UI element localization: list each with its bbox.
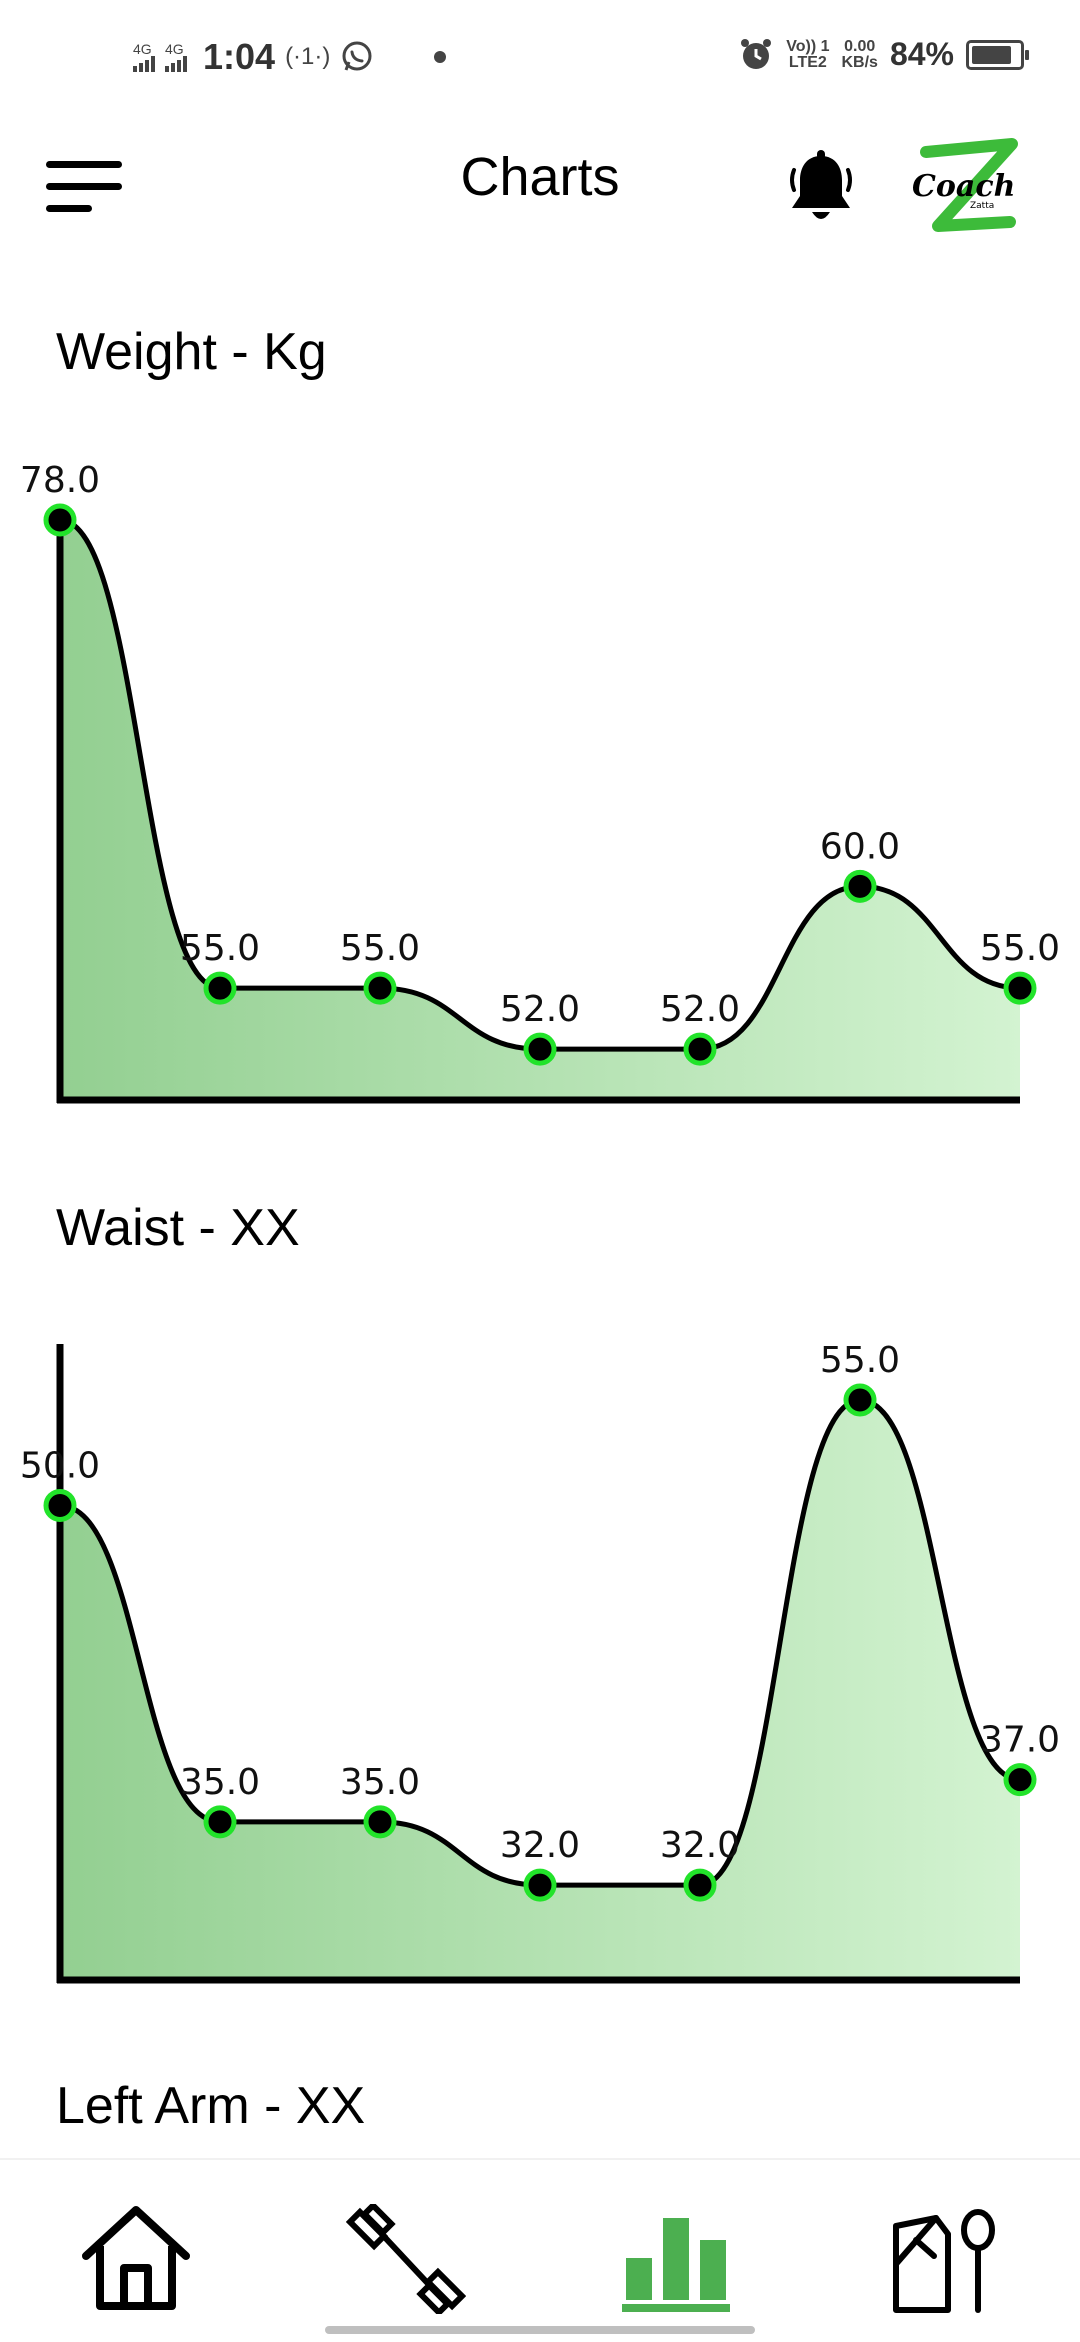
signal-bars-icon — [165, 56, 187, 72]
data-point[interactable] — [523, 1032, 557, 1066]
battery-percent: 84% — [889, 36, 954, 72]
data-label: 55.0 — [980, 928, 1060, 969]
nav-charts[interactable] — [616, 2204, 736, 2314]
signal-1: 4G — [133, 42, 155, 72]
data-label: 35.0 — [340, 1762, 420, 1803]
nav-workouts[interactable] — [345, 2201, 467, 2317]
chart-title-waist: Waist - XX — [56, 1199, 300, 1257]
menu-button[interactable] — [46, 158, 122, 218]
data-label: 78.0 — [20, 460, 100, 501]
dumbbell-icon — [345, 2201, 467, 2317]
chart-title-left-arm: Left Arm - XX — [56, 2077, 366, 2135]
notifications-button[interactable] — [786, 150, 856, 230]
data-label: 55.0 — [820, 1340, 900, 1381]
diet-icon — [893, 2209, 995, 2313]
status-left: 4G 4G 1:04 (·1·) — [133, 36, 447, 78]
data-point[interactable] — [203, 1805, 237, 1839]
battery-icon — [966, 39, 1029, 70]
waist-chart: 50.0 35.0 35.0 32.0 32.0 55.0 37.0 — [20, 1340, 1060, 1984]
chart-area — [60, 520, 1020, 1100]
status-bar: 4G 4G 1:04 (·1·) Vo)) 1 LTE2 0.00 KB/s — [0, 0, 1080, 120]
data-point[interactable] — [683, 1032, 717, 1066]
data-label: 32.0 — [500, 1825, 580, 1866]
data-label: 55.0 — [340, 928, 420, 969]
page-title: Charts — [460, 147, 620, 207]
speed-value: 0.00 — [844, 37, 876, 55]
data-point[interactable] — [1003, 971, 1037, 1005]
hamburger-menu-icon — [46, 205, 92, 212]
data-point[interactable] — [363, 1805, 397, 1839]
chart-line — [59, 1397, 1021, 1888]
data-label: 52.0 — [500, 989, 580, 1030]
logo-text: Coach — [912, 169, 1015, 204]
hamburger-menu-icon — [46, 161, 122, 168]
data-label: 50.0 — [20, 1445, 100, 1486]
data-point[interactable] — [43, 1488, 77, 1522]
data-label: 37.0 — [980, 1720, 1060, 1761]
data-point[interactable] — [523, 1868, 557, 1902]
home-icon — [82, 2206, 190, 2310]
data-label: 52.0 — [660, 989, 740, 1030]
data-point[interactable] — [843, 869, 877, 903]
whatsapp-icon — [342, 41, 372, 71]
data-point[interactable] — [363, 971, 397, 1005]
speed-unit: KB/s — [841, 53, 878, 71]
network-speed: 0.00 KB/s — [841, 37, 878, 71]
data-point[interactable] — [843, 1383, 877, 1417]
weight-chart: 78.0 55.0 55.0 52.0 52.0 60.0 55.0 — [20, 460, 1060, 1104]
status-right: Vo)) 1 LTE2 0.00 KB/s 84% — [738, 36, 1029, 73]
coach-logo[interactable]: Coach Zatta — [908, 130, 1028, 240]
nav-nutrition[interactable] — [886, 2204, 1006, 2314]
bar-chart-icon — [622, 2218, 730, 2312]
home-indicator — [325, 2326, 755, 2334]
bottom-nav — [0, 2158, 1080, 2342]
signal-bars-icon — [133, 56, 155, 72]
data-point[interactable] — [43, 503, 77, 537]
data-point[interactable] — [1003, 1763, 1037, 1797]
network-type-1: 4G — [133, 41, 152, 57]
chart-area — [60, 1400, 1020, 1980]
logo-subtext: Zatta — [970, 201, 994, 211]
battery-fill — [972, 45, 1011, 64]
signal-2: 4G — [165, 42, 187, 72]
hotspot-icon: (·1·) — [285, 43, 331, 70]
data-point[interactable] — [203, 971, 237, 1005]
lte-line-2: LTE2 — [788, 53, 827, 71]
app-header: Charts Coach Zatta — [0, 120, 1080, 240]
bell-icon — [790, 150, 852, 219]
nav-home[interactable] — [76, 2204, 196, 2314]
hamburger-menu-icon — [46, 183, 122, 190]
lte-indicator: Vo)) 1 LTE2 — [786, 37, 830, 71]
alarm-icon — [741, 38, 772, 69]
data-label: 35.0 — [180, 1762, 260, 1803]
data-label: 32.0 — [660, 1825, 740, 1866]
coach-logo-icon: Coach Zatta — [912, 138, 1018, 232]
status-time: 1:04 — [203, 36, 276, 77]
chart-title-weight: Weight - Kg — [56, 323, 327, 381]
notification-dot-icon — [434, 51, 447, 63]
data-label: 55.0 — [180, 928, 260, 969]
lte-line-1: Vo)) 1 — [786, 37, 830, 55]
data-point[interactable] — [683, 1868, 717, 1902]
data-label: 60.0 — [820, 826, 900, 867]
network-type-2: 4G — [165, 41, 184, 57]
